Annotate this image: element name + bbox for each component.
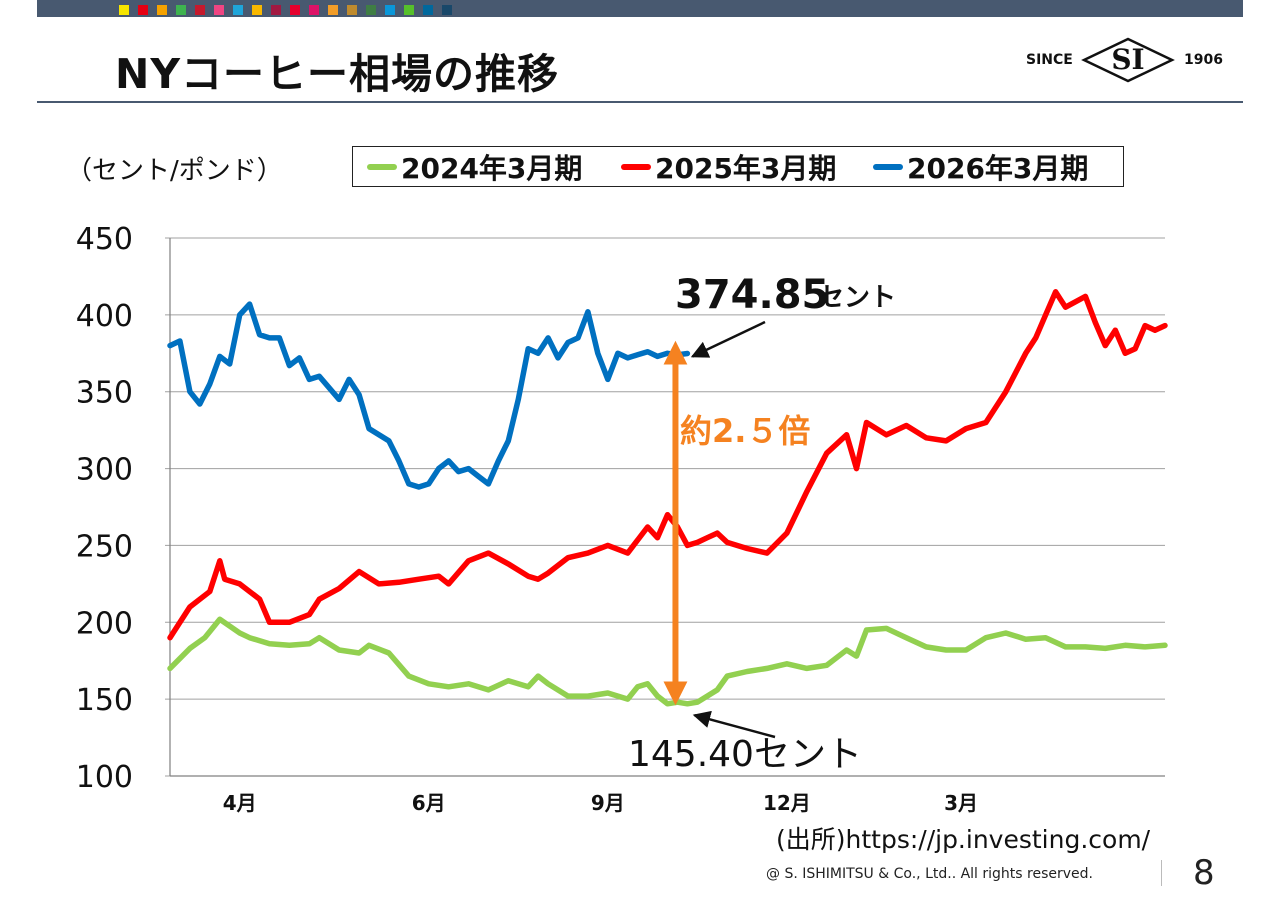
annotation-latest-value: 374.85 [675,272,829,318]
palette-square [309,5,319,15]
legend-item-2025: 2025年3月期 [621,149,836,185]
palette-square [252,5,262,15]
legend-label-2026: 2026年3月期 [907,152,1089,185]
top-color-bar [37,0,1243,17]
palette-square [442,5,452,15]
palette-square [176,5,186,15]
copyright-note: @ S. ISHIMITSU & Co., Ltd.. All rights r… [766,866,1093,882]
logo-diamond-icon: SI [1081,37,1175,83]
palette-square [157,5,167,15]
annotation-latest-arrow [690,320,766,358]
x-tick-label: 6月 [412,791,446,815]
page-number: 8 [1193,853,1215,893]
x-tick-label: 12月 [763,791,811,815]
series-line-2 [167,301,691,490]
palette-square [404,5,414,15]
palette-square [347,5,357,15]
logo-year-text: 1906 [1184,52,1223,68]
footer-divider [1161,860,1162,886]
palette-square [385,5,395,15]
series-line-0 [167,616,1168,707]
legend-item-2026: 2026年3月期 [873,149,1088,185]
y-tick-label: 400 [76,299,133,334]
y-tick-label: 250 [76,529,133,564]
palette-square [214,5,224,15]
logo-since-text: SINCE [1026,52,1073,68]
y-tick-label: 350 [76,376,133,411]
y-tick-label: 450 [76,222,133,257]
x-tick-label: 3月 [944,791,978,815]
palette-square [423,5,433,15]
ratio-label: 約2.５倍 [680,412,810,450]
legend-swatch-2024 [367,164,397,170]
x-tick-label: 4月 [223,791,257,815]
y-tick-label: 200 [76,606,133,641]
x-tick-label: 9月 [591,791,625,815]
annotation-latest-unit: セント [818,283,896,313]
y-tick-label: 300 [76,453,133,488]
source-note: (出所)https://jp.investing.com/ [776,825,1151,854]
palette-square [290,5,300,15]
palette-square [366,5,376,15]
legend-swatch-2025 [621,164,651,170]
legend-label-2024: 2024年3月期 [401,152,583,185]
page-title: NYコーヒー相場の推移 [115,50,560,98]
title-rule [37,101,1243,103]
company-logo: SINCE SI 1906 [1022,36,1223,84]
palette-square [233,5,243,15]
legend-item-2024: 2024年3月期 [367,149,582,185]
y-axis-unit-label: （セント/ポンド） [66,156,283,186]
palette-square [271,5,281,15]
legend-swatch-2026 [873,164,903,170]
palette-square [328,5,338,15]
y-tick-label: 150 [76,683,133,718]
palette-square [195,5,205,15]
annotation-low-arrow [692,710,776,739]
legend-label-2025: 2025年3月期 [655,152,837,185]
chart-legend: 2024年3月期 2025年3月期 2026年3月期 [352,146,1124,187]
annotation-low-value: 145.40セント [628,734,862,775]
y-tick-label: 100 [76,760,133,795]
logo-mark-text: SI [1111,43,1144,76]
series-line-1 [167,289,1168,641]
palette-square [119,5,129,15]
palette-square [138,5,148,15]
